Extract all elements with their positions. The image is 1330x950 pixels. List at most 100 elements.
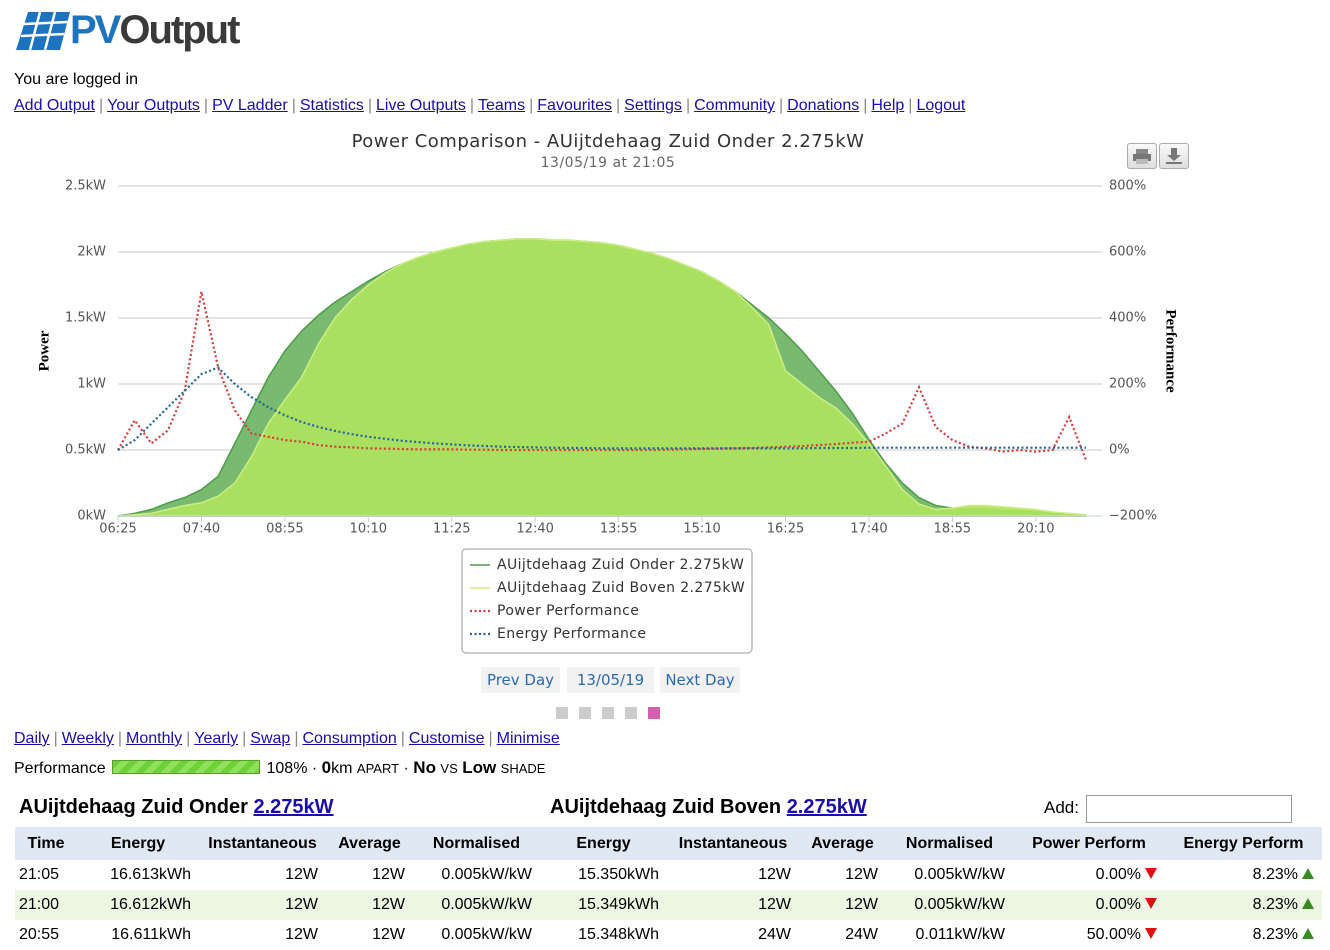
table-cell: 50.00% xyxy=(1013,920,1165,950)
logo: PVOutput xyxy=(70,8,240,53)
nav-link[interactable]: Yearly xyxy=(194,730,239,747)
print-button[interactable] xyxy=(1127,143,1157,169)
table-cell: 8.23% xyxy=(1165,920,1322,950)
date-button[interactable]: 13/05/19 xyxy=(567,667,654,693)
table-cell: 12W xyxy=(758,866,791,883)
next-day-button[interactable]: Next Day xyxy=(660,667,740,693)
column-header: Energy xyxy=(540,827,667,860)
table-cell: 0.00% xyxy=(1013,860,1165,890)
nav-link[interactable]: Community xyxy=(694,97,776,114)
x-tick-label: 12:40 xyxy=(516,522,553,537)
legend-label: Energy Performance xyxy=(497,626,646,642)
y2-tick-label: 200% xyxy=(1109,377,1146,392)
table-cell: 12W xyxy=(326,890,413,920)
logo-pv: PV xyxy=(70,8,121,52)
page-dot[interactable] xyxy=(556,707,568,719)
nav-link[interactable]: Consumption xyxy=(302,730,397,747)
table-cell: 12W xyxy=(372,866,405,883)
page-dot[interactable] xyxy=(579,707,591,719)
separator: | xyxy=(367,97,373,114)
nav-link[interactable]: PV Ladder xyxy=(212,97,288,114)
nav-link[interactable]: Donations xyxy=(787,97,860,114)
legend-label: AUijtdehaag Zuid Onder 2.275kW xyxy=(497,557,744,573)
data-table: Time Energy Instantaneous Average Normalised… xyxy=(15,827,1322,950)
table-row: 21:00 16.612kWh 12W 12W 0.005kW/kW 15.349kWh 1… xyxy=(15,890,1322,920)
y-tick-label: 2kW xyxy=(77,245,106,260)
y-tick-label: 1kW xyxy=(77,377,106,392)
separator: | xyxy=(685,97,691,114)
separator: | xyxy=(863,97,868,114)
table-cell: 0.011kW/kW xyxy=(915,926,1006,943)
nav-link[interactable]: Statistics xyxy=(299,97,364,114)
y-tick-label: 0.5kW xyxy=(65,443,106,458)
y-tick-label: 0kW xyxy=(77,509,106,524)
shade-right: Low xyxy=(462,758,497,777)
nav-link[interactable]: Swap xyxy=(250,730,291,747)
separator: | xyxy=(98,97,104,114)
nav-link[interactable]: Customise xyxy=(408,730,485,747)
system-size-link[interactable]: 2.275kW xyxy=(253,796,334,818)
table-cell: 15.350kWh xyxy=(578,866,659,883)
line xyxy=(117,291,1087,461)
separator: | xyxy=(400,730,405,747)
nav-link[interactable]: Favourites xyxy=(537,97,612,114)
page-dot-active[interactable] xyxy=(648,707,660,719)
download-button[interactable] xyxy=(1159,143,1189,169)
y2-tick-label: −200% xyxy=(1109,509,1157,524)
table-cell: 12W xyxy=(667,890,799,920)
table-cell: 8.23% xyxy=(1165,890,1322,920)
nav-link[interactable]: Daily xyxy=(14,730,50,747)
y-tick-label: 1.5kW xyxy=(65,311,106,326)
table-cell: 12W xyxy=(845,866,878,883)
add-input[interactable] xyxy=(1086,795,1292,823)
legend-label: Power Performance xyxy=(497,603,639,619)
shade: SHADE xyxy=(500,761,546,776)
x-tick-label: 07:40 xyxy=(183,522,220,537)
y-tick-label: 2.5kW xyxy=(65,179,106,194)
nav-link[interactable]: Live Outputs xyxy=(376,97,466,114)
separator: | xyxy=(203,97,209,114)
table-row: 20:55 16.611kWh 12W 12W 0.005kW/kW 15.348kWh 2… xyxy=(15,920,1322,950)
system-name: AUijtdehaag Zuid Boven xyxy=(550,796,782,818)
separator: | xyxy=(615,97,621,114)
table-cell: 20:55 xyxy=(19,926,60,943)
nav-link[interactable]: Weekly xyxy=(61,730,114,747)
separator: | xyxy=(529,97,534,114)
x-tick-label: 16:25 xyxy=(767,522,804,537)
page-dot[interactable] xyxy=(602,707,614,719)
nav-link[interactable]: Help xyxy=(871,97,905,114)
table-cell: 12W xyxy=(372,926,405,943)
page-dot[interactable] xyxy=(625,707,637,719)
distance-unit: km xyxy=(331,760,353,777)
table-cell: 24W xyxy=(845,926,878,943)
column-header: Time xyxy=(15,827,77,860)
chart: Power Comparison - AUijtdehaag Zuid Onde… xyxy=(36,131,1179,654)
system-size-link[interactable]: 2.275kW xyxy=(786,796,867,818)
table-cell: 0.005kW/kW xyxy=(441,926,532,943)
download-icon xyxy=(1166,148,1182,164)
nav-link[interactable]: Your Outputs xyxy=(107,97,200,114)
main-nav: Add Output | Your Outputs | PV Ladder | Statis… xyxy=(14,97,965,115)
nav-link[interactable]: Teams xyxy=(478,97,526,114)
prev-day-button[interactable]: Prev Day xyxy=(481,667,560,693)
nav-link[interactable]: Settings xyxy=(624,97,682,114)
nav-link[interactable]: Minimise xyxy=(496,730,560,747)
y-axis-title: Power xyxy=(36,330,52,371)
column-header: Power Perform xyxy=(1013,827,1165,860)
table-cell: 12W xyxy=(285,866,318,883)
table-cell: 16.613kWh xyxy=(110,866,191,883)
table-cell: 0.005kW/kW xyxy=(413,890,540,920)
separator: | xyxy=(469,97,474,114)
chart-subtitle: 13/05/19 at 21:05 xyxy=(541,155,676,171)
distance: 0 xyxy=(321,758,332,777)
logo-icon xyxy=(16,11,70,51)
nav-link[interactable]: Monthly xyxy=(126,730,183,747)
column-header: Average xyxy=(326,827,413,860)
table-cell: 15.348kWh xyxy=(578,926,659,943)
separator: | xyxy=(908,97,913,114)
system-heading: AUijtdehaag Zuid Onder 2.275kW xyxy=(19,796,334,819)
vs: VS xyxy=(440,761,458,776)
y2-tick-label: 800% xyxy=(1109,179,1146,194)
nav-link[interactable]: Add Output xyxy=(14,97,95,114)
nav-link[interactable]: Logout xyxy=(916,97,966,114)
